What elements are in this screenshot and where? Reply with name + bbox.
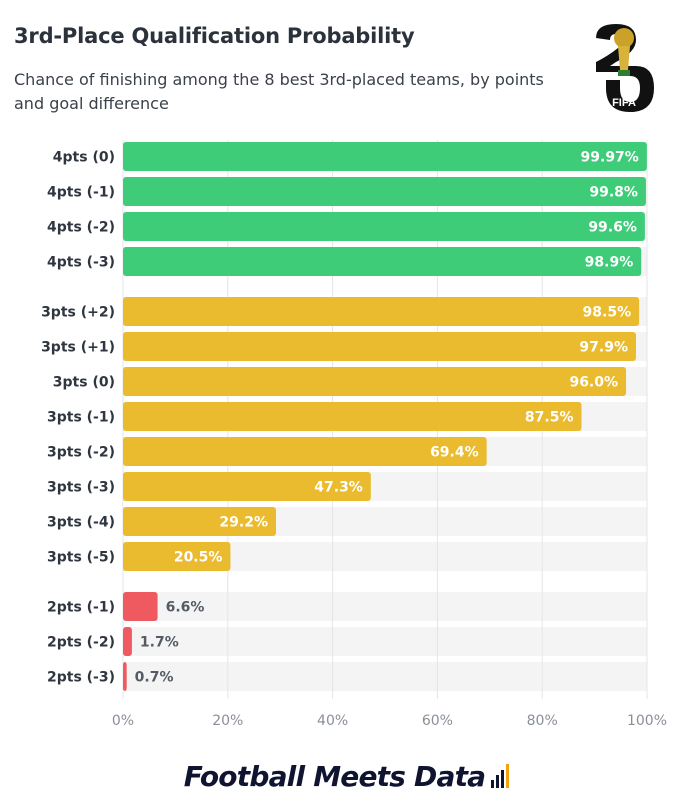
bar-track <box>123 627 647 656</box>
value-label: 47.3% <box>314 480 363 496</box>
category-label: 3pts (-1) <box>47 410 115 426</box>
bar-track <box>123 592 647 621</box>
value-label: 87.5% <box>525 410 574 426</box>
bar <box>123 662 127 691</box>
category-label: 4pts (0) <box>53 150 115 166</box>
footer: Football Meets Data <box>0 745 693 807</box>
chart-title: 3rd-Place Qualification Probability <box>14 24 415 48</box>
value-label: 6.6% <box>166 600 205 616</box>
category-label: 2pts (-3) <box>47 670 115 686</box>
value-label: 0.7% <box>135 670 174 686</box>
value-label: 99.97% <box>581 150 639 166</box>
value-label: 98.9% <box>585 255 634 271</box>
logo-trophy-top <box>614 28 634 48</box>
bar <box>123 332 636 361</box>
value-label: 98.5% <box>583 305 632 321</box>
x-tick-label: 20% <box>212 713 243 729</box>
x-tick-label: 60% <box>422 713 453 729</box>
brand-name: Football Meets Data <box>183 759 486 793</box>
value-label: 1.7% <box>140 635 179 651</box>
bar <box>123 542 231 571</box>
logo-trophy-base <box>618 70 630 76</box>
x-tick-label: 80% <box>527 713 558 729</box>
value-label: 99.6% <box>588 220 637 236</box>
bar <box>123 627 132 656</box>
value-label: 96.0% <box>569 375 618 391</box>
bar <box>123 212 645 241</box>
category-label: 4pts (-2) <box>47 220 115 236</box>
category-label: 3pts (0) <box>53 375 115 391</box>
bar <box>123 367 627 396</box>
category-label: 3pts (-2) <box>47 445 115 461</box>
bar <box>123 142 647 171</box>
value-label: 29.2% <box>219 515 268 531</box>
x-tick-label: 40% <box>317 713 348 729</box>
logo-fifa-text: FIFA <box>612 97 636 109</box>
bar-signal-icon <box>491 764 510 788</box>
bar <box>123 177 646 206</box>
chart-subtitle: Chance of finishing among the 8 best 3rd… <box>14 70 544 113</box>
bar <box>123 297 640 326</box>
category-label: 3pts (-5) <box>47 550 115 566</box>
value-label: 20.5% <box>174 550 223 566</box>
category-label: 4pts (-1) <box>47 185 115 201</box>
category-label: 4pts (-3) <box>47 255 115 271</box>
value-label: 69.4% <box>430 445 479 461</box>
value-label: 99.8% <box>589 185 638 201</box>
chart-card: 3rd-Place Qualification Probability Chan… <box>14 24 668 729</box>
bar <box>123 472 371 501</box>
x-tick-label: 0% <box>112 713 134 729</box>
bar <box>123 247 642 276</box>
logo-six-shape <box>606 66 654 112</box>
bar-track <box>123 662 647 691</box>
category-label: 2pts (-1) <box>47 600 115 616</box>
category-label: 3pts (-4) <box>47 515 115 531</box>
category-label: 3pts (+2) <box>41 305 115 321</box>
x-tick-label: 100% <box>627 713 667 729</box>
bar <box>123 437 487 466</box>
category-label: 3pts (+1) <box>41 340 115 356</box>
bar-chart: 4pts (0) 99.97% 4pts (-1) 99.8% 4pts (-2) 99.… <box>41 140 667 729</box>
value-label: 97.9% <box>579 340 628 356</box>
category-label: 3pts (-3) <box>47 480 115 496</box>
bar <box>123 592 158 621</box>
category-label: 2pts (-2) <box>47 635 115 651</box>
logo-trophy-body <box>618 46 630 70</box>
world-cup-2026-logo: FIFA <box>596 24 654 112</box>
bar <box>123 402 582 431</box>
bar <box>123 507 277 536</box>
